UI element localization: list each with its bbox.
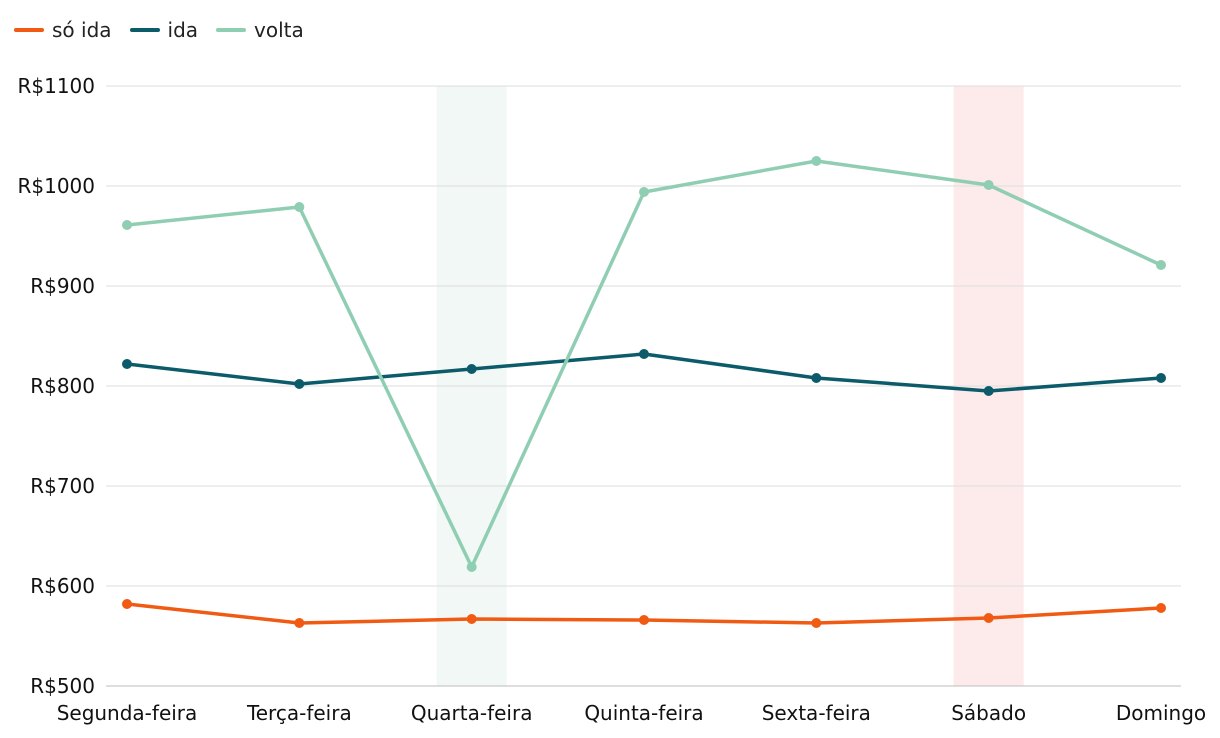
data-point-0-5 <box>983 613 994 623</box>
legend-swatch-so-ida <box>14 28 44 32</box>
y-tick-label-1000: R$1000 <box>17 174 95 198</box>
data-point-2-4 <box>811 156 822 166</box>
x-tick-label-2: Quarta-feira <box>411 701 533 725</box>
data-point-1-5 <box>983 386 994 396</box>
y-tick-label-500: R$500 <box>30 674 95 698</box>
data-point-1-1 <box>294 379 305 389</box>
legend-label-ida: ida <box>167 18 199 42</box>
data-point-1-3 <box>639 349 649 359</box>
data-point-2-5 <box>983 180 994 190</box>
legend-item-ida: ida <box>129 18 199 42</box>
x-tick-label-0: Segunda-feira <box>57 701 198 725</box>
x-tick-label-4: Sexta-feira <box>762 701 871 725</box>
x-tick-label-1: Terça-feira <box>246 701 352 725</box>
legend-label-so-ida: só ida <box>52 18 112 42</box>
data-point-1-4 <box>811 373 822 383</box>
legend-item-so-ida: só ida <box>14 18 112 42</box>
data-point-0-2 <box>466 614 477 624</box>
data-point-2-0 <box>122 220 132 230</box>
x-tick-label-5: Sábado <box>951 701 1026 725</box>
legend-item-volta: volta <box>216 18 304 42</box>
y-tick-label-700: R$700 <box>30 474 95 498</box>
y-tick-label-800: R$800 <box>30 374 95 398</box>
data-point-2-3 <box>639 187 649 197</box>
data-point-0-6 <box>1156 603 1166 613</box>
y-tick-label-1100: R$1100 <box>17 74 95 98</box>
data-point-2-2 <box>466 562 477 572</box>
legend-swatch-volta <box>216 28 247 32</box>
x-tick-label-6: Domingo <box>1116 701 1206 725</box>
legend-swatch-ida <box>129 28 160 32</box>
data-point-1-2 <box>466 364 477 374</box>
chart-legend: só ida ida volta <box>14 18 304 42</box>
data-point-2-1 <box>294 202 305 212</box>
y-tick-label-900: R$900 <box>30 274 95 298</box>
data-point-0-0 <box>122 599 132 609</box>
legend-label-volta: volta <box>254 18 304 42</box>
data-point-1-6 <box>1156 373 1166 383</box>
y-tick-label-600: R$600 <box>30 574 95 598</box>
data-point-1-0 <box>122 359 132 369</box>
x-tick-label-3: Quinta-feira <box>584 701 703 725</box>
data-point-0-3 <box>639 615 649 625</box>
data-point-0-1 <box>294 618 305 628</box>
data-point-2-6 <box>1156 260 1166 270</box>
data-point-0-4 <box>811 618 822 628</box>
